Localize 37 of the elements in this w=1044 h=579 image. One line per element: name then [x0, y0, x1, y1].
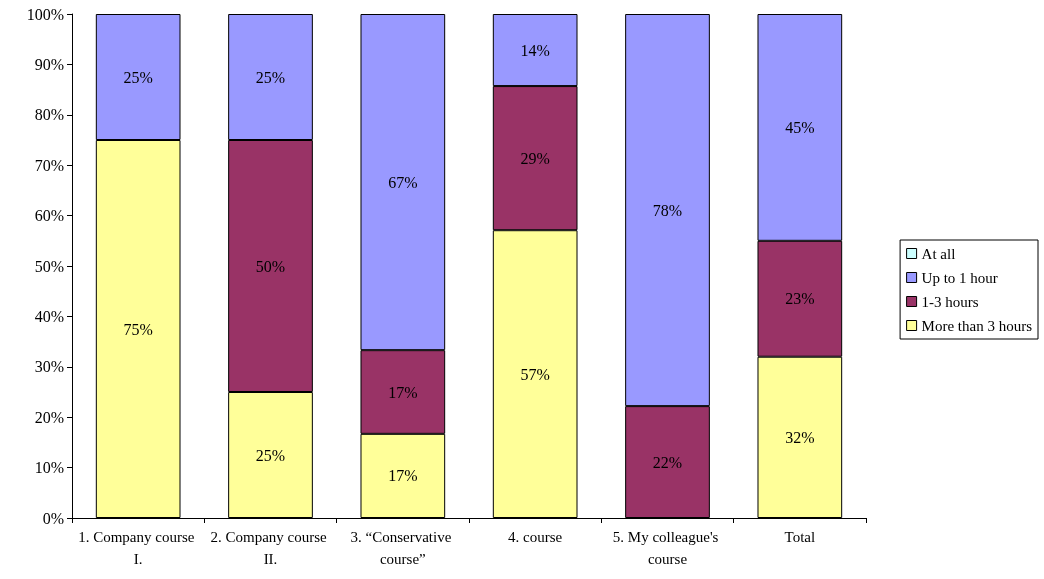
- y-tick-label: 0%: [42, 509, 64, 527]
- legend-label: At all: [921, 245, 956, 262]
- legend-label: More than 3 hours: [921, 317, 1033, 334]
- data-label: 25%: [255, 446, 286, 464]
- x-tick-label: 5. My colleague's course: [612, 529, 723, 567]
- legend-label: 1-3 hours: [921, 293, 979, 310]
- y-tick-label: 80%: [34, 106, 64, 124]
- data-label: 78%: [652, 201, 683, 219]
- data-label: 67%: [388, 173, 418, 191]
- y-tick-label: 60%: [34, 207, 64, 225]
- data-label: 25%: [123, 68, 153, 86]
- y-tick-label: 50%: [34, 257, 64, 275]
- data-label: 25%: [255, 68, 286, 86]
- x-tick-label: 4. course: [508, 529, 563, 545]
- x-tick-label: 1. Company course I.: [78, 529, 199, 567]
- data-label: 50%: [255, 257, 286, 275]
- data-label: 57%: [520, 365, 550, 383]
- y-tick-label: 40%: [34, 307, 64, 325]
- y-tick-label: 30%: [34, 358, 64, 376]
- data-label: 75%: [123, 320, 153, 338]
- y-tick-label: 20%: [34, 408, 64, 426]
- legend-label: Up to 1 hour: [921, 269, 998, 286]
- data-label: 17%: [388, 383, 418, 401]
- y-tick-label: 90%: [34, 55, 64, 73]
- x-tick-label: 2. Company course II.: [210, 529, 331, 567]
- x-tick-label: Total: [784, 529, 816, 545]
- y-tick-label: 10%: [34, 459, 64, 477]
- y-tick-label: 100%: [26, 5, 64, 23]
- y-tick-label: 70%: [34, 156, 64, 174]
- data-label: 23%: [785, 290, 815, 308]
- data-label: 22%: [652, 453, 683, 471]
- data-label: 32%: [785, 428, 815, 446]
- data-label: 45%: [785, 118, 815, 136]
- data-label: 17%: [388, 467, 418, 485]
- data-label: 14%: [520, 41, 550, 59]
- data-label: 29%: [520, 149, 550, 167]
- x-tick-label: 3. “Conservative course”: [350, 529, 456, 567]
